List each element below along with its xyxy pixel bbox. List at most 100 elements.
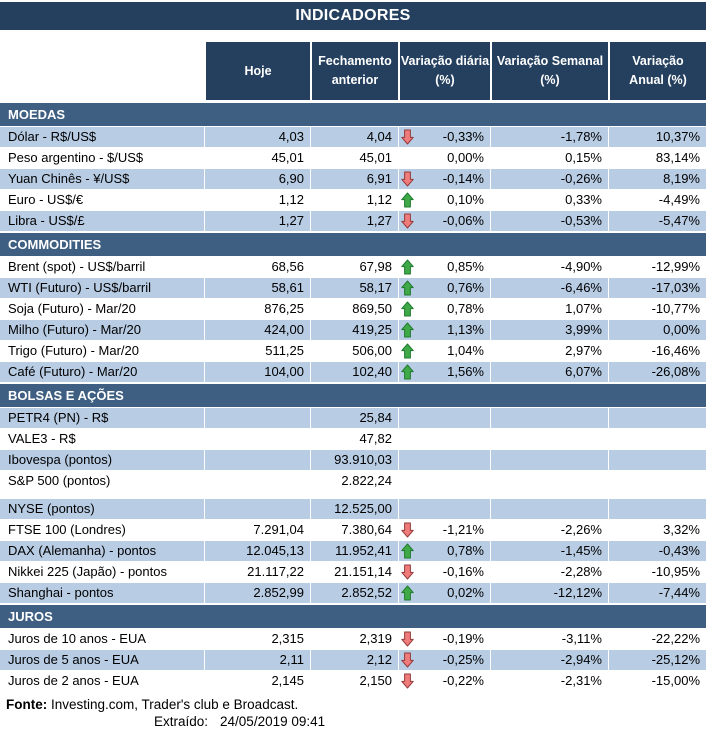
variacao-diaria-cell: -1,21%	[398, 520, 490, 540]
variacao-diaria-cell: 0,78%	[398, 299, 490, 319]
section-header-moedas: MOEDAS	[0, 102, 706, 127]
variacao-diaria-cell: 0,00%	[398, 148, 490, 168]
fechamento-anterior-value: 11.952,41	[310, 541, 398, 561]
row-label: FTSE 100 (Londres)	[0, 520, 204, 540]
down-arrow-icon	[401, 522, 416, 539]
fechamento-anterior-value: 47,82	[310, 429, 398, 449]
fechamento-anterior-value: 2,319	[310, 629, 398, 649]
variacao-diaria-value: -0,22%	[442, 673, 484, 688]
table-row: DAX (Alemanha) - pontos 12.045,13 11.952,4…	[0, 541, 706, 562]
hoje-value: 7.291,04	[204, 520, 310, 540]
down-arrow-icon	[401, 564, 416, 581]
up-arrow-icon	[401, 543, 416, 560]
up-arrow-icon	[401, 280, 416, 297]
fechamento-anterior-value: 419,25	[310, 320, 398, 340]
variacao-diaria-value: -0,06%	[442, 213, 484, 228]
variacao-diaria-cell: 0,76%	[398, 278, 490, 298]
variacao-anual-value: 83,14%	[608, 148, 706, 168]
variacao-semanal-value	[490, 471, 608, 491]
table-body: MOEDAS Dólar - R$/US$ 4,03 4,04 -0,33% -1,78%…	[0, 102, 706, 692]
row-label: Libra - US$/£	[0, 211, 204, 231]
up-arrow-icon	[401, 585, 416, 602]
variacao-anual-value: -0,43%	[608, 541, 706, 561]
hoje-value: 68,56	[204, 257, 310, 277]
column-header-variacao-anual: Variação Anual (%)	[608, 42, 706, 100]
variacao-anual-value	[608, 450, 706, 470]
variacao-anual-value: 8,19%	[608, 169, 706, 189]
variacao-diaria-cell: -0,16%	[398, 562, 490, 582]
variacao-diaria-cell: -0,33%	[398, 127, 490, 147]
hoje-value: 2,11	[204, 650, 310, 670]
fechamento-anterior-value: 21.151,14	[310, 562, 398, 582]
variacao-semanal-value: -12,12%	[490, 583, 608, 603]
variacao-diaria-value: 1,04%	[447, 343, 484, 358]
column-header-variacao-semanal: Variação Semanal (%)	[490, 42, 608, 100]
variacao-diaria-value: 1,56%	[447, 364, 484, 379]
row-label: Juros de 10 anos - EUA	[0, 629, 204, 649]
hoje-value: 104,00	[204, 362, 310, 382]
hoje-value	[204, 471, 310, 491]
hoje-value: 1,12	[204, 190, 310, 210]
row-label: Soja (Futuro) - Mar/20	[0, 299, 204, 319]
hoje-value	[204, 408, 310, 428]
variacao-semanal-value: -2,26%	[490, 520, 608, 540]
row-label: Juros de 2 anos - EUA	[0, 671, 204, 691]
row-label: Juros de 5 anos - EUA	[0, 650, 204, 670]
variacao-diaria-cell: 0,85%	[398, 257, 490, 277]
up-arrow-icon	[401, 192, 416, 209]
fechamento-anterior-value: 12.525,00	[310, 499, 398, 519]
variacao-diaria-value: -0,19%	[442, 631, 484, 646]
up-arrow-icon	[401, 343, 416, 360]
hoje-value	[204, 499, 310, 519]
fechamento-anterior-value: 7.380,64	[310, 520, 398, 540]
up-arrow-icon	[401, 301, 416, 318]
variacao-diaria-cell: 1,04%	[398, 341, 490, 361]
row-label: Ibovespa (pontos)	[0, 450, 204, 470]
variacao-semanal-value	[490, 499, 608, 519]
variacao-diaria-value: 0,02%	[447, 585, 484, 600]
hoje-value: 1,27	[204, 211, 310, 231]
table-row: Peso argentino - $/US$ 45,01 45,01 0,00% 0,1…	[0, 148, 706, 169]
variacao-anual-value: 3,32%	[608, 520, 706, 540]
section-header-bolsas-e-acoes: BOLSAS E AÇÕES	[0, 383, 706, 408]
variacao-semanal-value: -6,46%	[490, 278, 608, 298]
variacao-anual-value: -17,03%	[608, 278, 706, 298]
hoje-value: 58,61	[204, 278, 310, 298]
variacao-diaria-cell	[398, 450, 490, 470]
hoje-value: 45,01	[204, 148, 310, 168]
down-arrow-icon	[401, 673, 416, 690]
table-row: Brent (spot) - US$/barril 68,56 67,98 0,85%…	[0, 257, 706, 278]
footer-extracted: Extraído: 24/05/2019 09:41	[6, 713, 706, 730]
hoje-value: 6,90	[204, 169, 310, 189]
page-title: INDICADORES	[0, 2, 706, 30]
variacao-semanal-value: -2,28%	[490, 562, 608, 582]
table-row: Ibovespa (pontos) 93.910,03	[0, 450, 706, 471]
variacao-anual-value: -10,95%	[608, 562, 706, 582]
arrow-placeholder	[401, 473, 416, 490]
table-row: WTI (Futuro) - US$/barril 58,61 58,17 0,76%…	[0, 278, 706, 299]
fechamento-anterior-value: 1,12	[310, 190, 398, 210]
fechamento-anterior-value: 506,00	[310, 341, 398, 361]
variacao-diaria-value: 0,78%	[447, 301, 484, 316]
variacao-anual-value: -7,44%	[608, 583, 706, 603]
fechamento-anterior-value: 869,50	[310, 299, 398, 319]
row-label: Trigo (Futuro) - Mar/20	[0, 341, 204, 361]
arrow-placeholder	[401, 150, 416, 167]
variacao-diaria-value: 0,76%	[447, 280, 484, 295]
table-footer: Fonte: Investing.com, Trader's club e Br…	[0, 692, 706, 730]
variacao-diaria-value: -0,16%	[442, 564, 484, 579]
variacao-anual-value: -4,49%	[608, 190, 706, 210]
hoje-value: 4,03	[204, 127, 310, 147]
fechamento-anterior-value: 4,04	[310, 127, 398, 147]
fechamento-anterior-value: 2,12	[310, 650, 398, 670]
variacao-semanal-value	[490, 408, 608, 428]
down-arrow-icon	[401, 213, 416, 230]
variacao-semanal-value: 0,15%	[490, 148, 608, 168]
variacao-anual-value: 0,00%	[608, 320, 706, 340]
variacao-semanal-value: -1,78%	[490, 127, 608, 147]
arrow-placeholder	[401, 501, 416, 518]
row-label: Brent (spot) - US$/barril	[0, 257, 204, 277]
variacao-diaria-cell: -0,19%	[398, 629, 490, 649]
variacao-diaria-cell: 0,02%	[398, 583, 490, 603]
table-row: Libra - US$/£ 1,27 1,27 -0,06% -0,53% -5,47%	[0, 211, 706, 232]
